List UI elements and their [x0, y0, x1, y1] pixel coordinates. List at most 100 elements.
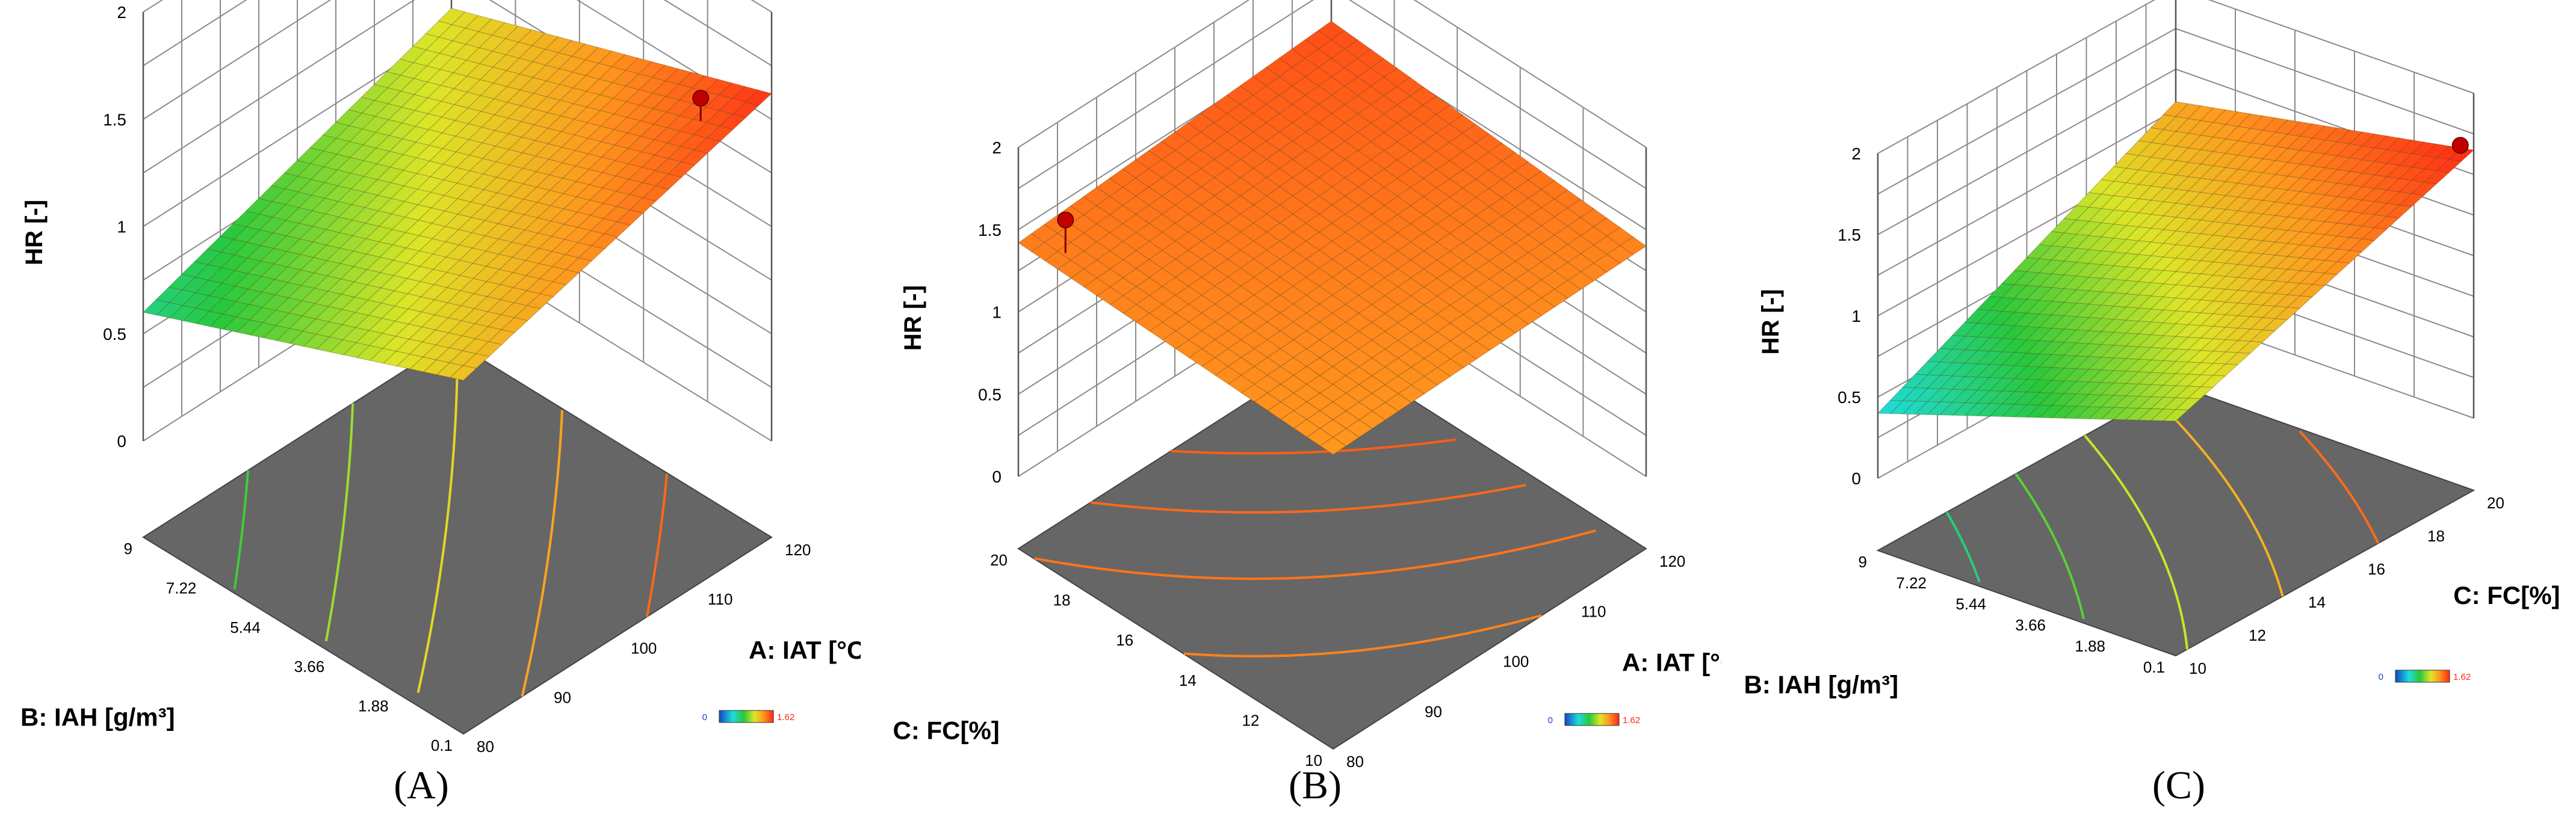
- x-axis-title: A: IAT [°C]: [749, 636, 861, 664]
- z-axis-title: HR [-]: [1757, 289, 1784, 355]
- z-tick-label: 2: [117, 3, 126, 22]
- x-tick-label: 120: [1659, 552, 1685, 570]
- floor-contour: [1034, 529, 1597, 581]
- x-tick-label: 90: [554, 688, 571, 706]
- y-tick-label: 9: [124, 540, 132, 558]
- surface-plot-b: 0 0.5 1 1.5 2 HR [-] 10 12 14 16 18 20 80 90 100 110 120…: [893, 0, 1721, 771]
- y-tick-label: 3.66: [2015, 616, 2046, 634]
- floor-contour: [1183, 614, 1543, 658]
- x-tick-label: 90: [1425, 703, 1442, 721]
- y-tick-label: 7.22: [1896, 574, 1927, 592]
- z-tick-label: 1.5: [978, 221, 1002, 239]
- y-tick-label: 18: [1053, 591, 1071, 609]
- surface-plot-c: 0 0.5 1 1.5 2 HR [-] 0.1 1.88 3.66 5.44 7.22 9 10 12 1…: [1744, 0, 2560, 699]
- legend-min-label: 0: [2379, 672, 2383, 682]
- x-tick-label: 20: [2487, 494, 2504, 512]
- x-tick-label: 110: [708, 590, 732, 608]
- panel-c: 0 0.5 1 1.5 2 HR [-] 0.1 1.88 3.66 5.44 7.22 9 10 12 1…: [1721, 0, 2576, 838]
- design-point-marker: [1057, 211, 1074, 229]
- legend-colorbar: [2395, 670, 2450, 683]
- y-tick-label: 0.1: [2143, 658, 2165, 676]
- floor-contour: [1171, 438, 1456, 455]
- design-point-marker: [692, 90, 710, 107]
- panel-a: 0 0.5 1 1.5 2 HR [-] 0.1 1.88 3.66 5.44 7.22 9 80 90 1…: [0, 0, 861, 838]
- z-axis-title: HR [-]: [900, 285, 926, 351]
- panel-b: 0 0.5 1 1.5 2 HR [-] 10 12 14 16 18 20 80 90 100 110 120…: [861, 0, 1721, 838]
- y-tick-label: 16: [1116, 631, 1133, 649]
- floor-contour: [416, 347, 459, 693]
- y-tick-label: 5.44: [1955, 595, 1986, 613]
- x-tick-label: 12: [2249, 626, 2266, 644]
- x-tick-label: 18: [2427, 527, 2445, 545]
- caption-b: (B): [1289, 763, 1342, 807]
- x-axis-title: C: FC[%]: [2453, 581, 2560, 609]
- y-tick-label: 5.44: [230, 618, 261, 636]
- x-tick-label: 80: [477, 738, 494, 756]
- y-tick-label: 12: [1242, 711, 1259, 729]
- legend-max-label: 1.62: [2453, 672, 2471, 682]
- legend-min-label: 0: [702, 712, 707, 722]
- x-tick-label: 110: [1581, 602, 1606, 620]
- floor-contour: [2152, 396, 2284, 597]
- z-tick-label: 0.5: [103, 325, 126, 344]
- legend-max-label: 1.62: [1623, 715, 1640, 726]
- z-tick-label: 0.5: [978, 385, 1002, 404]
- x-tick-label: 10: [2189, 659, 2206, 677]
- z-tick-label: 2: [992, 138, 1002, 157]
- z-tick-label: 1.5: [1838, 226, 1861, 244]
- x-axis-title: A: IAT [°C]: [1622, 648, 1721, 676]
- y-tick-label: 10: [1305, 751, 1322, 769]
- z-axis-title: HR [-]: [21, 200, 48, 265]
- y-axis-title: B: IAH [g/m³]: [1744, 671, 1899, 699]
- y-tick-label: 0.1: [431, 736, 453, 754]
- wall-grid-z: [1018, 0, 1647, 148]
- z-tick-label: 1: [1851, 307, 1861, 325]
- floor-contour: [2299, 430, 2380, 544]
- response-surface: [142, 8, 773, 381]
- legend-min-label: 0: [1548, 715, 1553, 726]
- floor-contour: [1090, 484, 1526, 514]
- wall-grid-z: [1877, 0, 2474, 154]
- floor-contour: [1945, 511, 1981, 583]
- x-tick-label: 100: [631, 639, 657, 658]
- z-tick-label: 0.5: [1838, 388, 1861, 407]
- y-tick-label: 9: [1859, 553, 1867, 571]
- floor-contour: [324, 403, 355, 642]
- wall-grid-z: [143, 0, 772, 66]
- x-tick-label: 14: [2308, 593, 2326, 611]
- z-tick-label: 1.5: [103, 110, 126, 129]
- y-axis-title: B: IAH [g/m³]: [20, 703, 175, 732]
- x-tick-label: 120: [785, 541, 811, 559]
- legend-max-label: 1.62: [777, 712, 794, 722]
- design-point-marker: [2451, 137, 2469, 154]
- caption-c: (C): [2152, 763, 2205, 807]
- z-tick-label: 0: [117, 432, 126, 451]
- x-tick-label: 80: [1346, 753, 1364, 771]
- z-tick-label: 0: [1851, 469, 1861, 488]
- wall-grid-z: [1018, 0, 1647, 189]
- z-tick-label: 2: [1851, 144, 1861, 163]
- floor-contour: [521, 410, 564, 697]
- caption-a: (A): [394, 763, 449, 807]
- z-tick-label: 0: [992, 467, 1002, 486]
- surface-plot-a: 0 0.5 1 1.5 2 HR [-] 0.1 1.88 3.66 5.44 7.22 9 80 90 1…: [20, 0, 861, 756]
- y-tick-label: 3.66: [294, 658, 325, 676]
- y-tick-label: 1.88: [2075, 637, 2105, 655]
- legend-colorbar: [1564, 713, 1620, 726]
- x-tick-label: 16: [2368, 560, 2385, 578]
- y-tick-label: 1.88: [358, 697, 389, 715]
- x-tick-label: 100: [1503, 653, 1529, 671]
- y-tick-label: 7.22: [166, 579, 197, 597]
- response-surface: [1018, 20, 1647, 455]
- legend-colorbar: [719, 710, 774, 723]
- y-axis-title: C: FC[%]: [893, 716, 1000, 745]
- y-tick-label: 20: [990, 551, 1008, 569]
- z-tick-label: 1: [992, 303, 1002, 322]
- wall-grid-z: [143, 0, 772, 120]
- floor-contour: [645, 473, 668, 617]
- z-tick-label: 1: [117, 218, 126, 236]
- floor-contour: [233, 470, 250, 590]
- floor-contour: [2084, 434, 2189, 650]
- floor-contour: [2014, 473, 2085, 620]
- y-tick-label: 14: [1179, 671, 1197, 689]
